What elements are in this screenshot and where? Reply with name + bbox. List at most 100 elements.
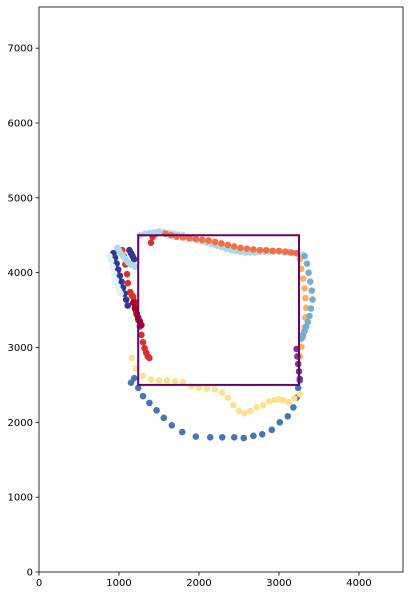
data-point — [131, 263, 139, 270]
data-point — [290, 404, 297, 411]
y-tick-label: 6000 — [8, 118, 33, 129]
x-tick-label: 4000 — [346, 578, 371, 589]
y-tick-label: 0 — [27, 568, 33, 579]
data-point — [303, 260, 311, 267]
x-tick-label: 1000 — [106, 578, 131, 589]
data-point — [138, 321, 145, 329]
data-point — [124, 302, 132, 309]
data-point — [302, 294, 309, 302]
data-point — [287, 249, 295, 256]
data-point — [279, 396, 287, 404]
data-point — [124, 279, 132, 287]
data-point — [241, 410, 248, 417]
data-point — [224, 241, 232, 249]
data-point — [301, 252, 308, 260]
data-point — [147, 239, 155, 247]
data-point — [130, 374, 138, 382]
data-point — [308, 287, 316, 294]
data-point — [250, 246, 257, 253]
data-point — [163, 377, 171, 384]
data-point — [235, 407, 243, 415]
data-point — [218, 389, 226, 396]
x-tick-label: 0 — [36, 578, 42, 589]
data-point — [306, 278, 314, 285]
data-point — [198, 236, 206, 244]
data-point — [243, 245, 251, 253]
data-point — [253, 404, 260, 411]
data-point — [134, 384, 142, 392]
data-point — [138, 331, 145, 339]
data-point — [218, 433, 226, 441]
data-point — [171, 377, 179, 385]
data-point — [146, 399, 153, 407]
series-9 — [106, 252, 124, 297]
y-tick-label: 5000 — [8, 193, 33, 204]
data-point — [276, 419, 284, 426]
data-point — [110, 270, 118, 277]
x-tick-label: 2000 — [186, 578, 211, 589]
data-point — [284, 413, 292, 420]
overlay-rectangle — [137, 234, 300, 386]
data-point — [146, 354, 153, 362]
data-point — [218, 240, 225, 247]
data-point — [282, 248, 289, 256]
data-point — [266, 398, 273, 405]
data-point — [290, 395, 298, 402]
data-point — [206, 433, 214, 441]
data-point — [168, 422, 176, 429]
data-point — [118, 278, 125, 285]
data-point — [306, 312, 313, 320]
data-point — [116, 272, 124, 279]
data-point — [147, 376, 155, 383]
data-point — [139, 392, 147, 400]
x-axis-ticks: 0 1000 2000 3000 4000 — [36, 572, 372, 589]
data-point — [230, 401, 237, 409]
data-point — [186, 234, 193, 242]
region-rectangle — [137, 234, 300, 386]
x-tick-label: 3000 — [266, 578, 291, 589]
data-point — [155, 377, 163, 384]
data-point — [130, 255, 138, 263]
data-point — [224, 394, 232, 401]
axes-frame — [38, 6, 404, 573]
data-point — [250, 432, 257, 440]
series-6 — [162, 230, 300, 257]
data-point — [112, 276, 120, 284]
data-point — [294, 384, 302, 392]
data-point — [211, 238, 219, 246]
data-point — [285, 398, 292, 406]
y-tick-label: 2000 — [8, 418, 33, 429]
data-point — [205, 237, 212, 244]
data-point — [262, 246, 270, 254]
data-point — [192, 235, 200, 243]
data-point — [305, 269, 312, 276]
data-point — [246, 407, 254, 415]
data-point — [256, 246, 264, 254]
data-point — [237, 244, 244, 252]
data-point — [309, 296, 316, 303]
y-tick-label: 3000 — [8, 343, 33, 354]
data-point — [301, 285, 308, 292]
y-tick-label: 4000 — [8, 268, 33, 279]
data-point — [307, 305, 315, 312]
data-point — [230, 243, 238, 250]
data-point — [230, 433, 238, 441]
series-8 — [298, 252, 316, 342]
data-point — [139, 372, 147, 380]
data-point — [211, 386, 219, 393]
data-point — [259, 401, 267, 409]
data-point — [192, 433, 200, 440]
data-point — [130, 299, 137, 306]
data-point — [269, 247, 276, 255]
data-point — [240, 434, 248, 442]
data-point — [107, 257, 115, 264]
data-point — [122, 296, 130, 303]
data-point — [160, 414, 168, 422]
data-point — [109, 263, 116, 270]
data-point — [275, 247, 283, 255]
data-point — [296, 390, 304, 398]
axes-spines — [38, 6, 404, 573]
data-point — [178, 428, 186, 436]
data-point — [195, 384, 203, 392]
